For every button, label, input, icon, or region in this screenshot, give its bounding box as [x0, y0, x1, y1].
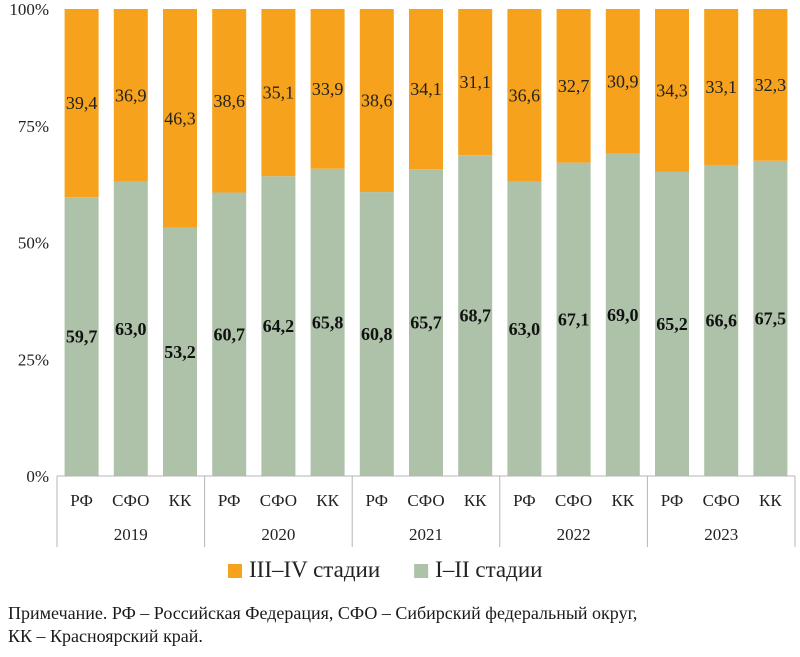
- bar-segment-i-ii: [212, 192, 247, 476]
- data-label-iii-iv: 36,9: [115, 85, 147, 105]
- bar-segment-iii-iv: [310, 9, 345, 169]
- bar-segment-i-ii: [605, 153, 640, 476]
- y-tick-label: 75%: [18, 117, 49, 136]
- x-tick-label: КК: [464, 491, 487, 510]
- x-tick-label: РФ: [513, 491, 536, 510]
- x-tick-label: КК: [316, 491, 339, 510]
- bar-segment-i-ii: [507, 181, 542, 477]
- data-label-i-ii: 63,0: [509, 319, 541, 339]
- data-label-iii-iv: 31,1: [459, 72, 491, 92]
- bar-segment-iii-iv: [163, 9, 197, 228]
- x-tick-label: РФ: [661, 491, 684, 510]
- bar-segment-iii-iv: [753, 9, 788, 161]
- bar-segment-iii-iv: [507, 9, 542, 182]
- x-tick-label: КК: [611, 491, 634, 510]
- x-group-label: 2022: [557, 525, 591, 544]
- x-tick-label: КК: [169, 491, 192, 510]
- bar-segment-i-ii: [359, 192, 394, 476]
- data-label-i-ii: 63,0: [115, 319, 147, 339]
- bar-segment-iii-iv: [64, 9, 99, 198]
- bar-segment-iii-iv: [359, 9, 394, 193]
- bar-segment-i-ii: [113, 181, 148, 477]
- footnote: Примечание. РФ – Российская Федерация, С…: [8, 602, 798, 648]
- data-label-i-ii: 66,6: [705, 310, 737, 330]
- data-label-i-ii: 67,5: [755, 308, 787, 328]
- legend-label: III–IV стадии: [249, 557, 380, 582]
- data-label-iii-iv: 39,4: [66, 93, 98, 113]
- bar-segment-iii-iv: [556, 9, 591, 163]
- x-group-label: 2020: [261, 525, 295, 544]
- bar-segment-i-ii: [409, 169, 443, 476]
- legend-label: I–II стадии: [435, 557, 542, 582]
- footnote-line-1: Примечание. РФ – Российская Федерация, С…: [8, 603, 638, 623]
- bar-segment-i-ii: [64, 197, 99, 477]
- data-label-i-ii: 53,2: [164, 342, 196, 362]
- y-tick-label: 25%: [18, 350, 49, 369]
- data-label-i-ii: 64,2: [263, 316, 295, 336]
- data-label-iii-iv: 35,1: [263, 83, 295, 103]
- x-tick-label: КК: [759, 491, 782, 510]
- bar-segment-i-ii: [556, 162, 591, 476]
- data-label-iii-iv: 34,1: [410, 79, 442, 99]
- x-group-label: 2023: [704, 525, 738, 544]
- data-label-i-ii: 68,7: [459, 306, 491, 326]
- bar-segment-i-ii: [655, 171, 689, 477]
- x-tick-label: СФО: [703, 491, 740, 510]
- bar-segment-iii-iv: [409, 9, 443, 170]
- bar-segment-i-ii: [458, 155, 493, 476]
- data-label-i-ii: 69,0: [607, 305, 639, 325]
- bar-segment-iii-iv: [113, 9, 148, 182]
- x-tick-label: СФО: [555, 491, 592, 510]
- data-label-i-ii: 59,7: [66, 327, 98, 347]
- bar-segment-iii-iv: [261, 9, 296, 177]
- footnote-line-2: КК – Красноярский край.: [8, 626, 203, 646]
- bar-segment-iii-iv: [704, 9, 739, 165]
- data-label-i-ii: 65,8: [312, 312, 344, 332]
- y-tick-label: 0%: [26, 467, 49, 486]
- data-label-iii-iv: 32,7: [558, 76, 590, 96]
- bar-segment-iii-iv: [458, 9, 493, 156]
- data-label-iii-iv: 36,6: [509, 85, 541, 105]
- bar-segment-iii-iv: [655, 9, 689, 172]
- data-label-iii-iv: 33,1: [705, 77, 737, 97]
- bar-segment-i-ii: [163, 227, 197, 476]
- bar-segment-i-ii: [261, 176, 296, 476]
- x-tick-label: РФ: [70, 491, 93, 510]
- data-label-iii-iv: 38,6: [361, 91, 393, 111]
- x-group-label: 2019: [114, 525, 148, 544]
- stacked-bar-chart: 0% 25% 50% 75% 100% 59,7 39,4 63,0 36,9 53,2 46,3 6…: [9, 0, 796, 582]
- bar-segment-iii-iv: [605, 9, 640, 154]
- x-tick-label: СФО: [260, 491, 297, 510]
- bar-segment-iii-iv: [212, 9, 247, 193]
- bar-segment-i-ii: [704, 164, 739, 476]
- bar-segment-i-ii: [753, 160, 788, 476]
- legend-swatch: [228, 564, 242, 578]
- data-label-iii-iv: 38,6: [213, 91, 245, 111]
- data-label-iii-iv: 30,9: [607, 71, 639, 91]
- x-tick-label: СФО: [112, 491, 149, 510]
- legend-swatch: [414, 564, 429, 578]
- data-label-i-ii: 67,1: [558, 309, 590, 329]
- data-label-iii-iv: 32,3: [755, 75, 787, 95]
- data-label-iii-iv: 33,9: [312, 79, 344, 99]
- data-label-i-ii: 65,7: [410, 313, 442, 333]
- y-tick-label: 50%: [18, 234, 49, 253]
- data-label-i-ii: 65,2: [656, 314, 688, 334]
- data-label-i-ii: 60,8: [361, 324, 393, 344]
- x-tick-label: РФ: [218, 491, 241, 510]
- x-tick-label: РФ: [365, 491, 388, 510]
- bar-segment-i-ii: [310, 168, 345, 477]
- data-label-iii-iv: 34,3: [656, 80, 688, 100]
- x-group-label: 2021: [409, 525, 443, 544]
- y-tick-label: 100%: [9, 0, 49, 19]
- data-label-iii-iv: 46,3: [164, 108, 196, 128]
- data-label-i-ii: 60,7: [213, 324, 245, 344]
- x-tick-label: СФО: [407, 491, 444, 510]
